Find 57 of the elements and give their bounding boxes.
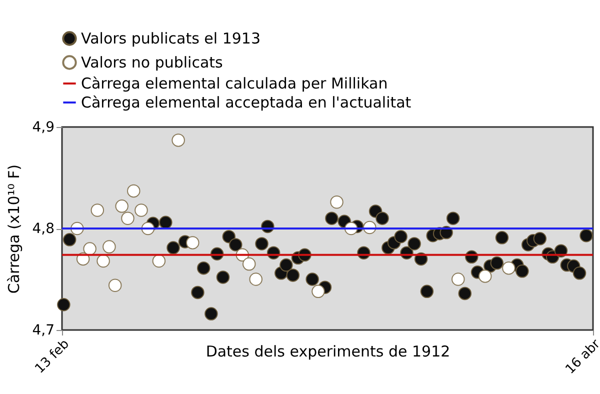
- point: [533, 232, 547, 246]
- point: [108, 278, 122, 292]
- x-tick-label: 13 feb: [32, 336, 72, 377]
- point: [96, 254, 110, 268]
- point: [376, 212, 389, 225]
- point: [580, 228, 593, 242]
- point: [330, 196, 344, 209]
- point: [121, 212, 134, 225]
- point: [62, 233, 76, 246]
- point: [312, 284, 325, 298]
- point: [172, 134, 185, 147]
- point: [127, 184, 140, 198]
- legend-label: Valors publicats el 1913: [81, 30, 261, 48]
- point: [115, 200, 128, 213]
- point: [57, 298, 70, 312]
- point: [408, 237, 421, 250]
- point: [286, 268, 300, 282]
- point: [490, 256, 504, 270]
- legend-label: Càrrega elemental acceptada en l'actualitat: [81, 94, 412, 112]
- point: [249, 272, 262, 286]
- point: [216, 270, 230, 284]
- point: [446, 212, 460, 225]
- point: [83, 242, 96, 256]
- y-tick-label: 4,8: [32, 221, 54, 237]
- point: [280, 258, 293, 272]
- point: [572, 266, 586, 280]
- y-tick-label: 4,7: [32, 322, 54, 338]
- y-axis-title: Càrrega (x10¹⁰ F): [5, 164, 24, 294]
- point: [166, 241, 180, 254]
- point: [196, 261, 210, 275]
- point: [242, 257, 256, 271]
- point: [502, 261, 516, 275]
- point: [516, 264, 529, 278]
- point: [495, 231, 509, 244]
- point: [306, 272, 319, 286]
- x-axis-title: Dates dels experiments de 1912: [206, 342, 450, 360]
- point: [90, 204, 104, 217]
- point: [152, 254, 166, 268]
- x-tick-label: 16 abr: [562, 336, 600, 378]
- point: [478, 270, 492, 283]
- point: [325, 212, 338, 225]
- point: [134, 204, 148, 217]
- y-tick-label: 4,9: [32, 120, 54, 136]
- legend-label: Valors no publicats: [81, 54, 224, 72]
- point: [204, 307, 218, 320]
- point: [394, 230, 408, 244]
- legend-label: Càrrega elemental calculada per Millikan: [81, 74, 388, 92]
- point: [191, 286, 204, 300]
- point: [102, 240, 116, 254]
- point: [159, 216, 172, 230]
- point: [452, 272, 465, 286]
- point: [229, 238, 242, 252]
- point: [222, 230, 236, 244]
- point: [458, 286, 472, 300]
- point: [420, 284, 434, 298]
- point: [255, 237, 268, 250]
- point: [186, 236, 200, 250]
